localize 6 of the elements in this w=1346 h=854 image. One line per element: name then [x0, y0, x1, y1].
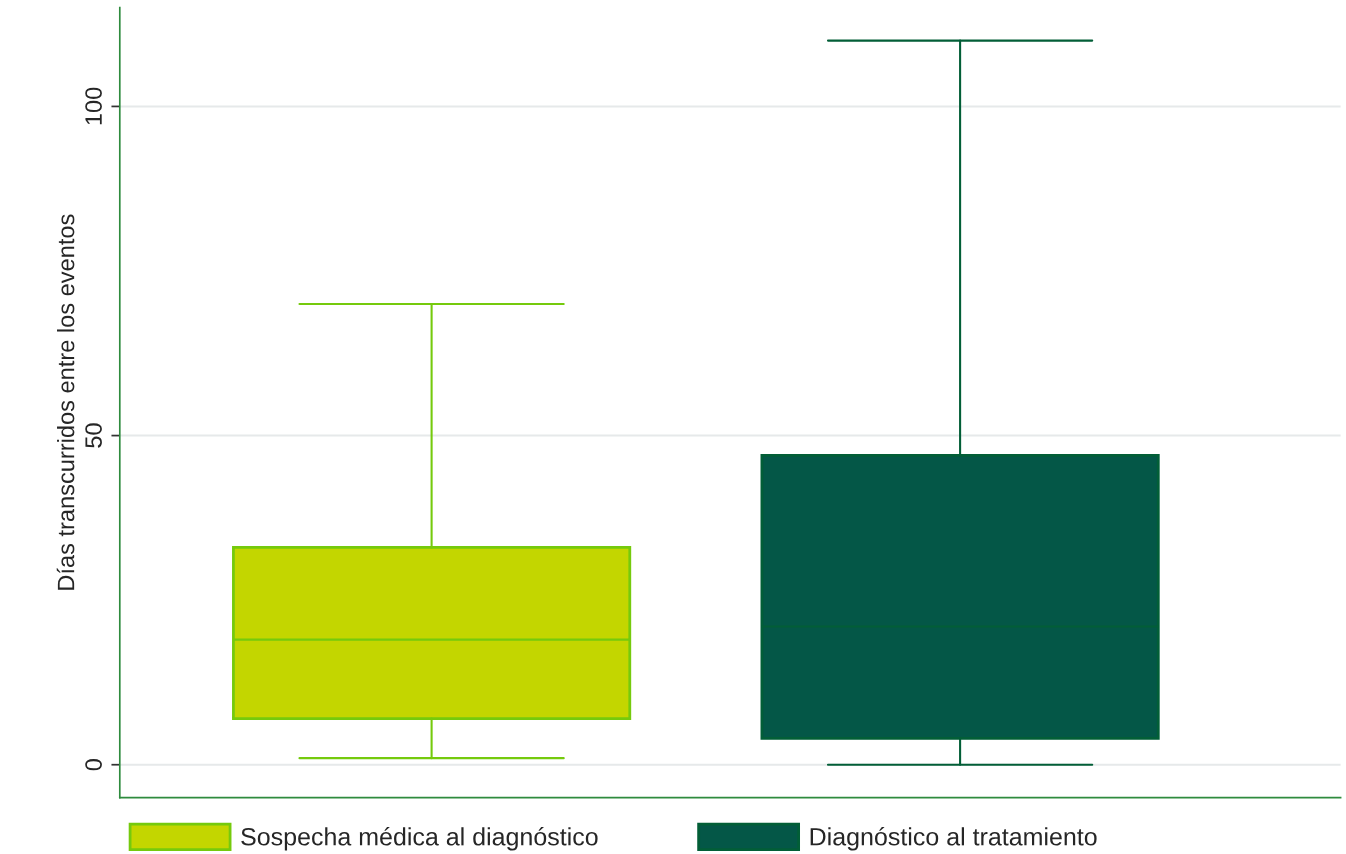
legend-label: Sospecha médica al diagnóstico — [241, 826, 598, 851]
y-tick-label: 50 — [85, 423, 102, 448]
legend-label: Diagnóstico al tratamiento — [810, 826, 1097, 851]
y-tick-label: 100 — [85, 87, 102, 125]
y-tick-label: 0 — [85, 759, 102, 771]
y-axis-title: Días transcurridos entre los eventos — [56, 214, 75, 590]
